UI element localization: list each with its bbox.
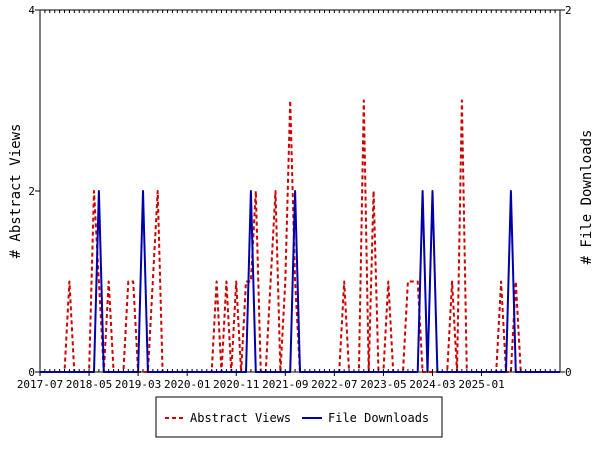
x-tick-label: 2019-03 (115, 378, 161, 391)
x-tick-label: 2020-11 (213, 378, 259, 391)
y-left-tick-label: 2 (28, 185, 35, 198)
x-tick-label: 2018-05 (66, 378, 112, 391)
y-left-tick-label: 0 (28, 366, 35, 379)
y-left-tick-label: 4 (28, 4, 35, 17)
y-left-axis-title: # Abstract Views (8, 124, 24, 259)
x-tick-label: 2022-07 (311, 378, 357, 391)
ticks-layer: 2017-07 2018-05 2019-03 2020-01 2020-11 2021-… (17, 4, 572, 391)
y-right-tick-label: 0 (565, 366, 572, 379)
x-tick-label: 2017-07 (17, 378, 63, 391)
legend-label-file-downloads: File Downloads (328, 411, 429, 425)
y-right-tick-label: 2 (565, 4, 572, 17)
x-tick-label: 2025-01 (458, 378, 504, 391)
x-tick-label: 2024-03 (409, 378, 455, 391)
legend-label-abstract-views: Abstract Views (190, 411, 291, 425)
legend: Abstract Views File Downloads (155, 396, 443, 438)
x-tick-label: 2020-01 (164, 378, 210, 391)
legend-box (155, 396, 443, 438)
x-tick-label: 2023-05 (360, 378, 406, 391)
y-right-axis-title: # File Downloads (579, 130, 595, 265)
plot-area (39, 9, 561, 373)
x-tick-label: 2021-09 (262, 378, 308, 391)
